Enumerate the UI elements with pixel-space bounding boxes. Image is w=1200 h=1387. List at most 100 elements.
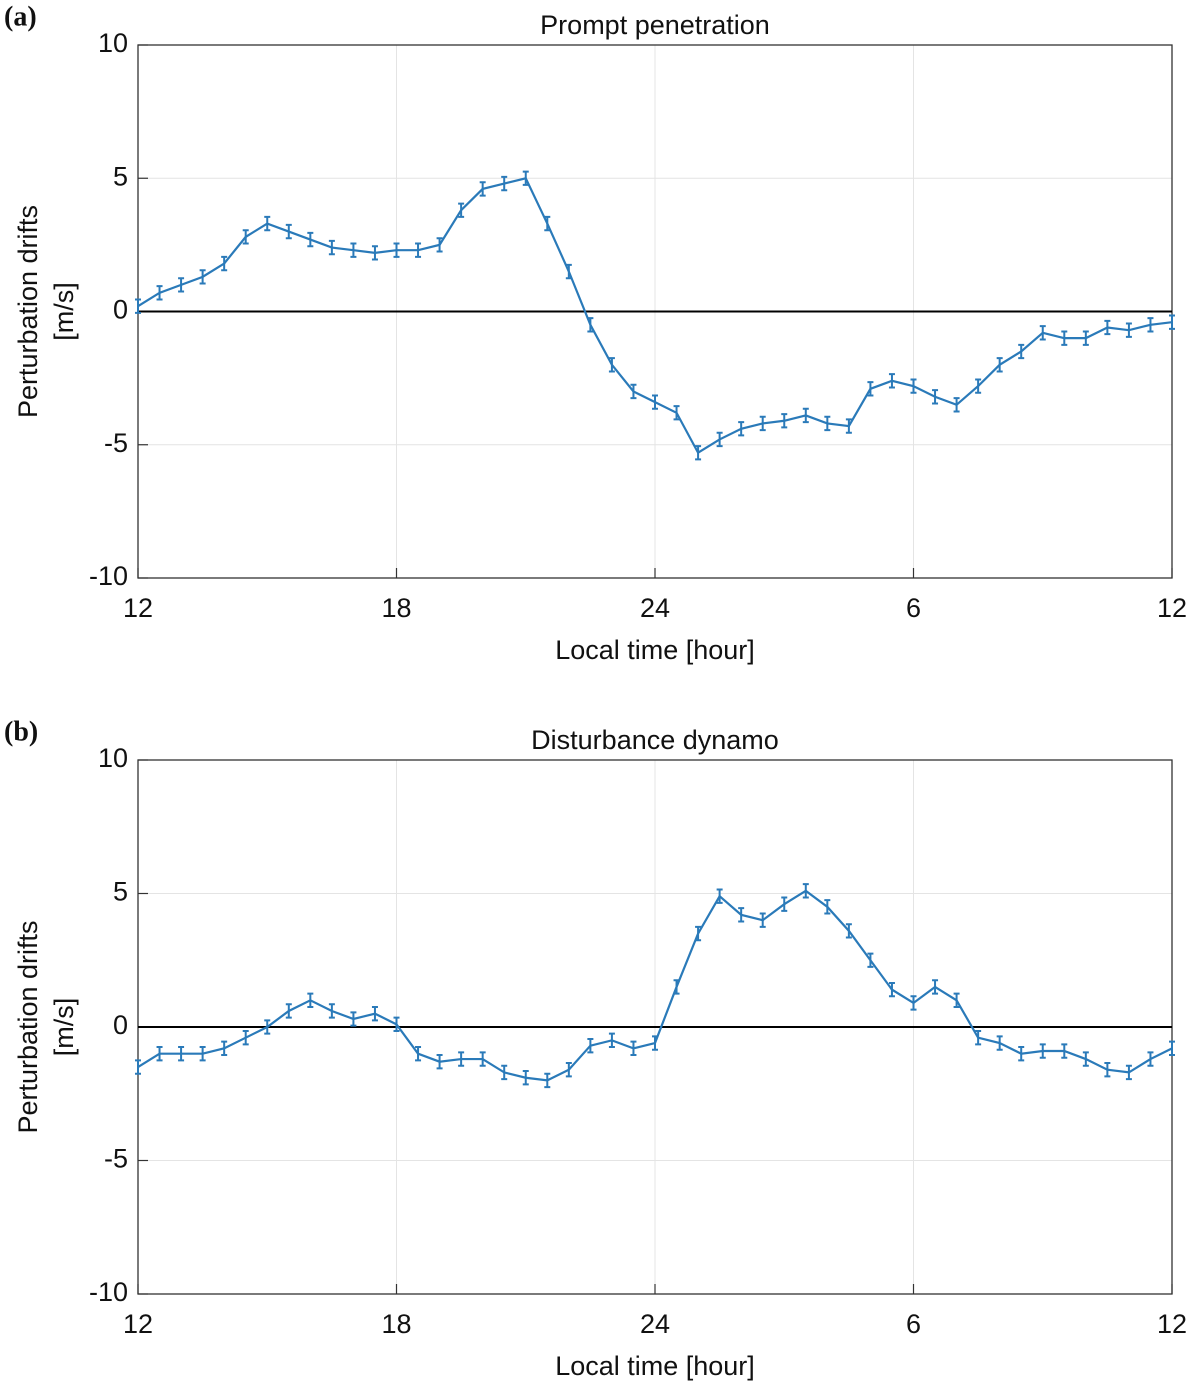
error-bar	[608, 357, 615, 373]
error-bar	[328, 1003, 335, 1019]
error-bar	[845, 418, 852, 434]
error-bar	[1039, 325, 1046, 341]
y-tick-label: -10	[89, 1277, 128, 1307]
error-bar	[824, 899, 831, 915]
error-bar	[910, 378, 917, 394]
error-bar	[587, 1038, 594, 1054]
error-bar	[264, 215, 271, 232]
error-bar	[178, 1046, 185, 1062]
error-bar	[522, 170, 529, 186]
error-bar	[264, 1019, 271, 1035]
error-bar	[867, 952, 874, 968]
error-bar	[738, 421, 745, 437]
error-bar	[178, 277, 185, 293]
error-bar	[458, 202, 465, 218]
error-bar	[135, 1059, 141, 1075]
error-bar	[1061, 330, 1068, 346]
error-bar	[975, 1030, 982, 1046]
error-bar	[565, 1062, 572, 1078]
error-bar	[371, 245, 378, 261]
error-bar	[888, 373, 895, 389]
error-bar	[544, 1072, 551, 1089]
error-bar	[608, 1032, 615, 1049]
x-tick-label: 18	[381, 593, 411, 623]
error-bar	[824, 415, 831, 432]
error-bar	[1169, 314, 1175, 330]
y-tick-label: -5	[104, 1144, 128, 1174]
error-bar	[1125, 1064, 1132, 1081]
error-bar	[415, 1046, 422, 1062]
y-tick-label: -5	[104, 428, 128, 458]
error-bar	[393, 1016, 400, 1033]
error-bar	[501, 1064, 508, 1081]
x-tick-label: 24	[640, 593, 670, 623]
x-axis-label: Local time [hour]	[555, 1351, 755, 1381]
error-bar	[759, 415, 766, 432]
error-bar	[1018, 343, 1025, 360]
error-bar	[867, 381, 874, 397]
error-bar	[652, 394, 658, 410]
x-tick-label: 12	[123, 1309, 153, 1339]
x-tick-label: 12	[123, 593, 153, 623]
error-bar	[910, 995, 917, 1011]
y-axis-label: [m/s]	[49, 282, 79, 341]
error-bar	[802, 883, 809, 899]
error-bar	[975, 378, 982, 394]
error-bar	[716, 888, 723, 904]
error-bar	[371, 1005, 378, 1022]
chart-title: Disturbance dynamo	[531, 725, 779, 755]
y-axis-label: [m/s]	[49, 998, 79, 1057]
error-bar	[996, 1035, 1003, 1051]
error-bar	[1125, 322, 1132, 338]
y-axis-label: Perturbation drifts	[13, 205, 43, 418]
error-bar	[630, 1040, 637, 1057]
error-bar	[307, 992, 314, 1008]
error-bar	[587, 317, 594, 333]
error-bar	[156, 285, 163, 301]
error-bar	[738, 907, 745, 923]
chart-title: Prompt penetration	[540, 10, 770, 40]
error-bar	[781, 413, 788, 429]
error-bar	[932, 979, 939, 995]
error-bar	[695, 925, 702, 942]
error-bar	[1082, 330, 1089, 346]
y-axis-label: Perturbation drifts	[13, 920, 43, 1133]
error-bar	[544, 215, 551, 232]
error-bar	[932, 389, 939, 405]
error-bar	[135, 298, 141, 314]
error-bar	[781, 896, 788, 912]
error-bar	[199, 1046, 206, 1062]
panel-label: (a)	[4, 1, 37, 32]
error-bar	[996, 357, 1003, 373]
error-bar	[1147, 1051, 1154, 1067]
y-tick-label: 0	[113, 1010, 128, 1040]
error-bar	[1169, 1040, 1175, 1057]
error-bar	[673, 979, 680, 995]
y-tick-label: 5	[113, 877, 128, 907]
x-tick-label: 18	[381, 1309, 411, 1339]
error-bar	[695, 445, 702, 461]
error-bar	[673, 405, 680, 421]
error-bar	[1082, 1051, 1089, 1067]
x-tick-label: 6	[906, 593, 921, 623]
error-bar	[285, 1003, 292, 1019]
error-bar	[156, 1046, 163, 1062]
x-axis-label: Local time [hour]	[555, 635, 755, 665]
error-bar	[328, 239, 335, 256]
error-bar	[630, 383, 637, 400]
error-bar	[522, 1070, 529, 1086]
error-bar	[458, 1051, 465, 1067]
error-bar	[1104, 319, 1111, 336]
error-bar	[1039, 1043, 1046, 1059]
error-bar	[1104, 1062, 1111, 1078]
error-bar	[479, 181, 486, 197]
error-bar	[221, 255, 228, 272]
error-bar	[888, 981, 895, 998]
error-bar	[436, 1054, 443, 1070]
error-bar	[759, 912, 766, 928]
error-bar	[716, 431, 723, 448]
error-bar	[436, 237, 443, 253]
y-tick-label: 5	[113, 161, 128, 191]
x-tick-label: 6	[906, 1309, 921, 1339]
